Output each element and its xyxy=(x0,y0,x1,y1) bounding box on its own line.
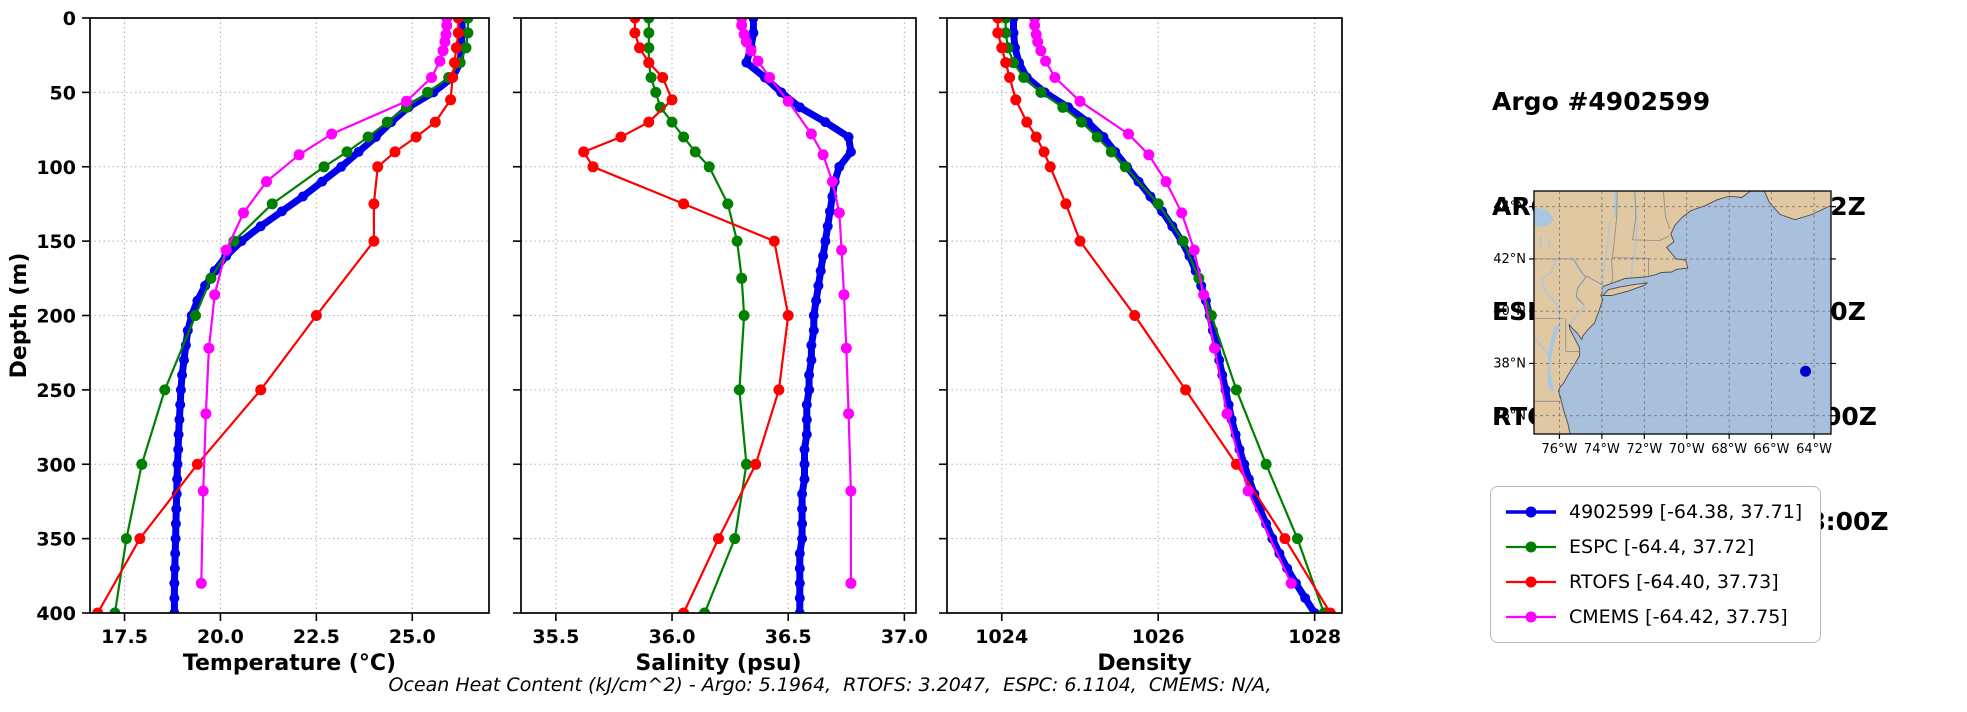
svg-text:250: 250 xyxy=(36,380,76,402)
legend-marker-argo-icon xyxy=(1506,506,1556,518)
map-frame xyxy=(1533,190,1832,435)
axis-ticks: 35.5 36.0 36.5 37.0 xyxy=(513,17,928,648)
map-lake xyxy=(1547,238,1551,248)
series-cmems xyxy=(195,18,453,589)
panel-salinity: 35.5 36.0 36.5 37.0 Salinity (psu) xyxy=(513,17,928,676)
series-layer xyxy=(92,18,474,613)
series-espc xyxy=(1000,18,1330,613)
svg-text:300: 300 xyxy=(36,454,76,476)
svg-text:200: 200 xyxy=(36,306,76,328)
ocean-heat-content-note: Ocean Heat Content (kJ/cm^2) - Argo: 5.1… xyxy=(388,674,1272,696)
series-rtofs xyxy=(92,18,464,613)
axis-ticks: 17.5 20.0 22.5 25.0 0 50 100 150 200 250 300 350 400 xyxy=(36,8,435,648)
map-state-border xyxy=(1608,257,1614,286)
map-axis-labels: 44°N 42°N 40°N 38°N 36°N 76°W 74°W 72°W 70°W 68°W… xyxy=(1493,200,1836,457)
map-lake xyxy=(1534,206,1555,227)
map-lake xyxy=(1539,236,1543,248)
map-state-border xyxy=(1612,257,1649,276)
legend: 4902599 [-64.38, 37.71] ESPC [-64.4, 37.… xyxy=(1490,486,1822,643)
legend-marker-cmems-icon xyxy=(1506,611,1556,623)
float-location-dot xyxy=(1800,365,1812,377)
panel-density: 1024 1026 1028 Density xyxy=(939,17,1343,676)
series-cmems xyxy=(736,18,857,589)
svg-text:25.0: 25.0 xyxy=(389,626,436,648)
map-gridlines xyxy=(1534,191,1831,434)
series-rtofs xyxy=(992,18,1336,613)
figure-title: Argo #4902599 xyxy=(1492,87,1711,116)
gridlines xyxy=(947,17,1342,614)
info-panel: Argo #4902599 ARGO: 2025-09-30T18:32Z ES… xyxy=(1480,0,1967,712)
svg-text:400: 400 xyxy=(36,603,76,625)
profile-charts-canvas: 17.5 20.0 22.5 25.0 0 50 100 150 200 250 300 350 400… xyxy=(7,8,1343,676)
svg-text:64°W: 64°W xyxy=(1796,442,1832,457)
legend-item-cmems: CMEMS [-64.42, 37.75] xyxy=(1503,600,1802,634)
svg-text:Salinity (psu): Salinity (psu) xyxy=(635,651,801,676)
svg-text:70°W: 70°W xyxy=(1669,442,1705,457)
series-layer xyxy=(992,18,1336,613)
svg-text:36°N: 36°N xyxy=(1493,409,1526,424)
gridlines xyxy=(90,17,489,614)
legend-label-espc: ESPC [-64.4, 37.72] xyxy=(1569,536,1755,558)
map-state-border xyxy=(1565,318,1580,353)
svg-text:Density: Density xyxy=(1097,651,1191,676)
svg-text:100: 100 xyxy=(36,157,76,179)
legend-item-espc: ESPC [-64.4, 37.72] xyxy=(1503,530,1802,564)
svg-text:44°N: 44°N xyxy=(1493,200,1526,215)
svg-text:Temperature (°C): Temperature (°C) xyxy=(183,651,396,676)
legend-item-rtofs: RTOFS [-64.40, 37.73] xyxy=(1503,565,1802,599)
map-state-border xyxy=(1663,191,1671,230)
legend-label-cmems: CMEMS [-64.42, 37.75] xyxy=(1569,606,1788,628)
series-layer xyxy=(578,18,857,613)
map-river xyxy=(1601,222,1611,292)
panel-temperature: 17.5 20.0 22.5 25.0 0 50 100 150 200 250 300 350 400… xyxy=(36,8,490,676)
legend-marker-espc-icon xyxy=(1506,541,1556,553)
legend-label-rtofs: RTOFS [-64.40, 37.73] xyxy=(1569,571,1779,593)
svg-text:Depth (m): Depth (m) xyxy=(7,253,32,379)
svg-text:36.5: 36.5 xyxy=(765,626,812,648)
svg-text:66°W: 66°W xyxy=(1754,442,1790,457)
svg-text:22.5: 22.5 xyxy=(293,626,340,648)
svg-text:50: 50 xyxy=(50,82,76,104)
legend-item-argo: 4902599 [-64.38, 37.71] xyxy=(1503,495,1802,529)
map-land-mainland xyxy=(1534,191,1752,434)
map-river xyxy=(1534,335,1553,363)
location-map: 44°N 42°N 40°N 38°N 36°N 76°W 74°W 72°W 70°W 68°W… xyxy=(1493,190,1836,457)
svg-text:37.0: 37.0 xyxy=(881,626,928,648)
series-cmems xyxy=(1029,18,1297,589)
svg-text:38°N: 38°N xyxy=(1493,356,1526,371)
map-features xyxy=(1534,191,1831,434)
svg-text:76°W: 76°W xyxy=(1542,442,1578,457)
svg-text:350: 350 xyxy=(36,529,76,551)
axis-ticks: 1024 1026 1028 xyxy=(939,17,1341,648)
svg-text:1026: 1026 xyxy=(1132,626,1185,648)
svg-text:0: 0 xyxy=(63,8,76,30)
svg-text:20.0: 20.0 xyxy=(197,626,244,648)
svg-text:17.5: 17.5 xyxy=(101,626,148,648)
series-4902599 xyxy=(741,18,856,613)
map-river xyxy=(1540,258,1562,322)
legend-marker-rtofs-icon xyxy=(1506,576,1556,588)
map-state-border xyxy=(1612,191,1618,258)
map-state-border xyxy=(1572,258,1587,305)
svg-text:72°W: 72°W xyxy=(1626,442,1662,457)
svg-text:1024: 1024 xyxy=(975,626,1028,648)
series-rtofs xyxy=(578,18,794,613)
svg-text:36.0: 36.0 xyxy=(649,626,696,648)
svg-text:42°N: 42°N xyxy=(1493,252,1526,267)
gridlines xyxy=(521,17,916,614)
svg-text:150: 150 xyxy=(36,231,76,253)
map-state-border xyxy=(1585,275,1604,286)
map-state-border xyxy=(1632,191,1637,240)
map-land-long-island xyxy=(1601,282,1649,296)
svg-text:74°W: 74°W xyxy=(1584,442,1620,457)
svg-text:1028: 1028 xyxy=(1288,626,1341,648)
legend-label-argo: 4902599 [-64.38, 37.71] xyxy=(1569,501,1803,523)
svg-text:35.5: 35.5 xyxy=(532,626,579,648)
map-river xyxy=(1630,191,1638,278)
map-lake xyxy=(1547,323,1561,391)
svg-text:68°W: 68°W xyxy=(1711,442,1747,457)
svg-text:40°N: 40°N xyxy=(1493,304,1526,319)
map-state-border xyxy=(1632,235,1669,242)
